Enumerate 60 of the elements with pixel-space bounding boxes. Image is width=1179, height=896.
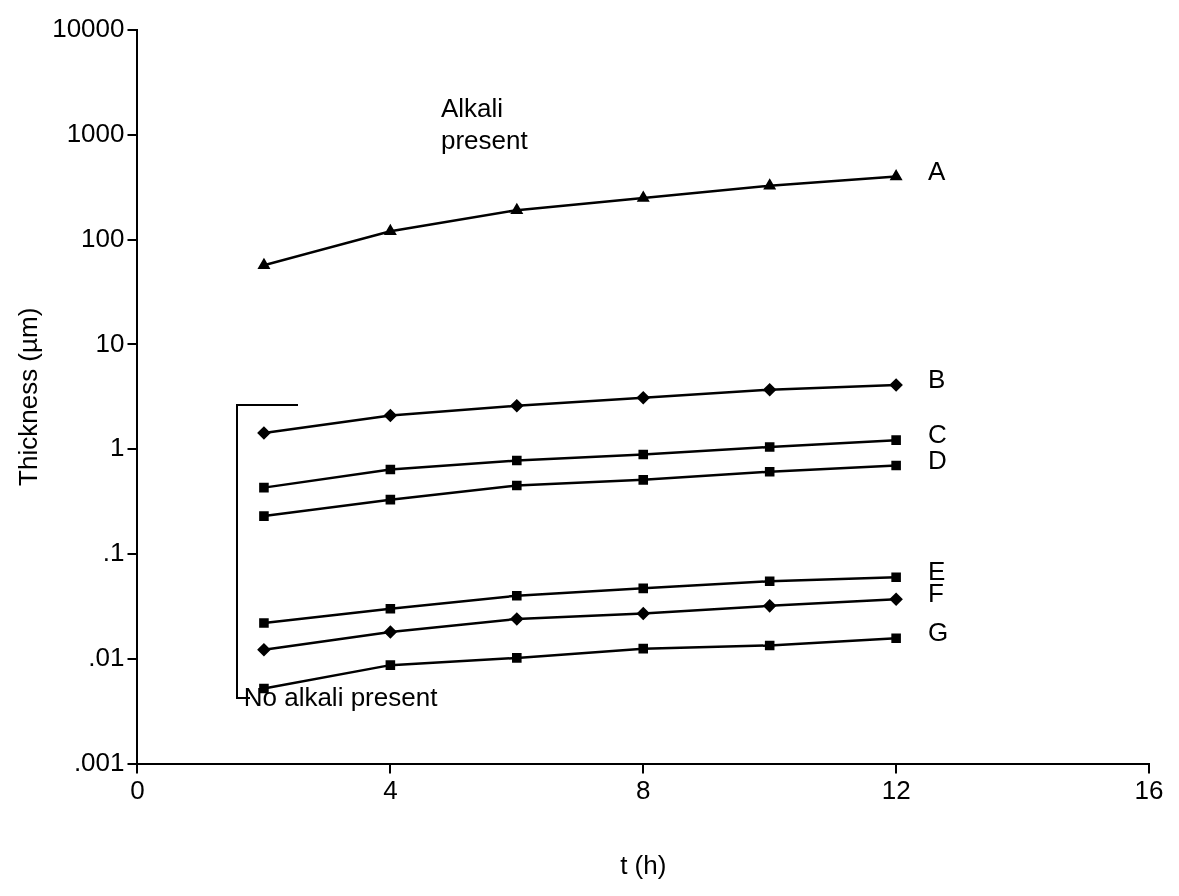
point [259,511,269,521]
y-tick-label: .1 [102,537,125,568]
point [764,466,775,477]
point [258,258,270,269]
point [637,191,649,202]
point [889,378,903,392]
point [259,618,269,628]
series-label: A [928,155,947,186]
point [637,607,650,620]
point [385,464,396,475]
point [512,480,522,491]
point [891,435,901,445]
point [259,482,269,493]
point [764,640,775,651]
point [891,572,901,583]
point [763,599,776,613]
y-tick-label: 10 [95,327,125,358]
point [764,179,776,190]
point [890,170,902,181]
y-tick-label: 10000 [52,13,125,44]
series-label: G [928,617,949,648]
x-tick-label: 0 [130,775,145,806]
y-tick-label: .001 [73,746,125,777]
point [891,460,901,471]
x-tick-label: 4 [383,775,398,806]
point [889,593,903,606]
point [257,426,271,440]
point [891,633,901,644]
point [510,399,524,412]
point [638,643,649,654]
point [638,449,649,460]
point [511,203,523,214]
point [512,653,522,663]
point [764,576,775,586]
point [385,660,396,670]
point [385,604,396,614]
point [257,643,271,656]
point [384,625,397,639]
series-label: B [928,364,946,395]
y-tick-label: 1000 [66,117,125,148]
x-axis-title: t (h) [620,849,667,880]
point [512,590,522,601]
point [512,455,522,466]
point [385,494,396,505]
y-tick-label: .01 [88,641,125,672]
point [763,383,776,396]
point [384,409,397,422]
y-axis-title: Thickness (µm) [12,307,43,486]
y-tick-label: 1 [110,432,125,463]
x-tick-label: 8 [636,775,651,806]
point [638,475,649,485]
y-tick-label: 100 [81,222,125,253]
annotation: Alkali present [440,92,529,155]
point [764,442,775,452]
annotation: No alkali present [243,682,439,713]
point [638,583,649,594]
x-tick-label: 16 [1134,775,1164,806]
point [637,391,650,404]
point [510,612,524,626]
x-tick-label: 12 [881,775,911,806]
